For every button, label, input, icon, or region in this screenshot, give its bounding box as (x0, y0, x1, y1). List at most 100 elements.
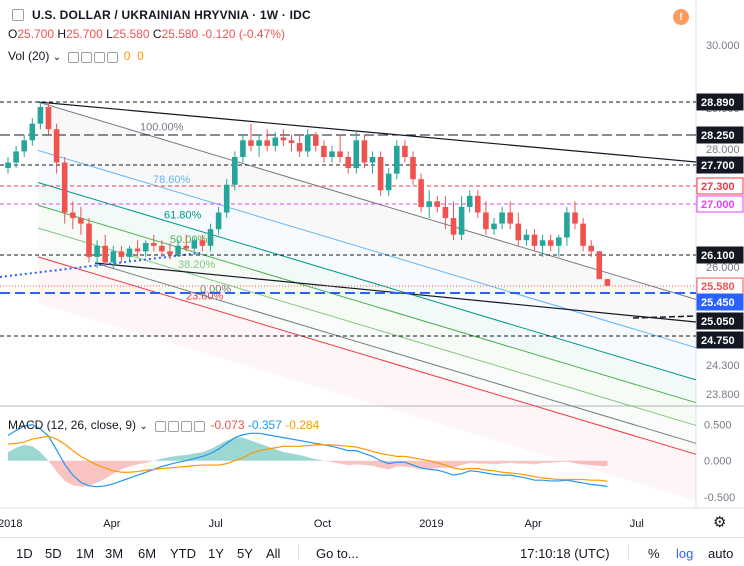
macd-tick-label: 0.500 (704, 420, 732, 432)
macd-tick-label: -0.500 (704, 492, 735, 504)
auto-toggle[interactable]: auto (708, 546, 734, 561)
candle-body (102, 245, 108, 263)
y-tick-label: 26.000 (706, 262, 740, 274)
alert-icon[interactable]: ! (673, 9, 689, 25)
candle-body (167, 251, 173, 255)
range-3m[interactable]: 3M (105, 546, 124, 561)
macd-line (7, 424, 608, 488)
ohlc-legend: O25.700 H25.700 L25.580 C25.580 -0.120 (… (8, 27, 285, 41)
candle-body (385, 173, 392, 191)
range-6m[interactable]: 6M (138, 546, 157, 561)
price-label-text: 27.300 (701, 181, 735, 193)
x-tick-label: Apr (525, 518, 542, 530)
range-5d[interactable]: 5D (45, 546, 62, 561)
candle-body (5, 162, 11, 169)
settings-icon[interactable] (81, 52, 93, 64)
source-icon[interactable] (181, 421, 193, 433)
candle-body (466, 195, 473, 207)
y-tick-label: 30.000 (706, 40, 740, 52)
y-tick-label: 24.300 (706, 360, 740, 372)
candle-body (353, 140, 360, 169)
fib-band (38, 205, 696, 426)
candle-body (191, 240, 198, 249)
candle-body (78, 218, 84, 224)
candle-body (256, 140, 262, 146)
settings-icon[interactable] (168, 421, 180, 433)
goto-button[interactable]: Go to... (316, 546, 359, 561)
price-chart[interactable]: 100.00%78.60%61.80%50.00%38.20%23.60%0.0… (0, 0, 744, 537)
toolbar-divider (298, 544, 299, 560)
y-tick-label: 23.800 (706, 389, 740, 401)
candle-body (53, 129, 60, 163)
collapse-legend-icon[interactable] (12, 9, 24, 21)
close-icon[interactable] (194, 421, 206, 433)
eye-icon[interactable] (68, 52, 80, 64)
range-1d[interactable]: 1D (16, 546, 33, 561)
fib-line (37, 182, 697, 381)
candle-body (588, 245, 594, 252)
volume-value-2: 0 (137, 49, 144, 63)
price-label-text: 24.750 (701, 335, 735, 347)
clock-display[interactable]: 17:10:18 (UTC) (520, 546, 610, 561)
candle-body (264, 140, 270, 146)
high-label: H (57, 27, 67, 41)
y-tick-label: 28.000 (706, 144, 740, 156)
range-1y[interactable]: 1Y (208, 546, 224, 561)
candle-body (507, 212, 513, 224)
fib-band (38, 228, 696, 455)
gear-icon[interactable]: ⚙ (713, 514, 727, 531)
price-label-text: 25.580 (701, 281, 735, 293)
fib-level-label: 61.80% (164, 209, 202, 221)
range-all[interactable]: All (266, 546, 281, 561)
candle-body (37, 106, 44, 124)
volume-legend: Vol (20) ⌄ 0 0 (8, 49, 144, 64)
candle-body (288, 140, 295, 144)
candle-body (564, 212, 570, 238)
fib-level-label: 78.60% (153, 174, 191, 186)
range-5y[interactable]: 5Y (237, 546, 253, 561)
price-label-text: 28.890 (701, 97, 735, 109)
x-tick-label: 2019 (419, 518, 443, 530)
price-label-box (696, 195, 744, 213)
fib-line (37, 227, 697, 426)
x-tick-label: Jul (630, 518, 644, 530)
candle-body (377, 156, 384, 191)
candle-body (70, 212, 76, 219)
candle-body (515, 223, 522, 241)
candle-body (523, 234, 530, 241)
percent-toggle[interactable]: % (648, 546, 660, 561)
candle-body (21, 140, 27, 152)
candle-body (483, 212, 489, 230)
close-icon[interactable] (107, 52, 119, 64)
eye-icon[interactable] (155, 421, 167, 433)
candle-body (596, 251, 603, 280)
chevron-down-icon[interactable]: ⌄ (52, 52, 62, 63)
candle-body (183, 245, 189, 249)
fib-level-label: 38.20% (178, 259, 216, 271)
candle-body (345, 156, 351, 169)
projection-line (632, 315, 697, 319)
price-label-text: 28.250 (701, 130, 735, 142)
volume-label: Vol (20) (8, 49, 50, 63)
candle-body (547, 240, 554, 246)
candle-body (199, 240, 206, 246)
macd-histogram-negative (8, 460, 608, 487)
price-label-box (696, 156, 744, 174)
candle-body (207, 229, 214, 246)
chevron-down-icon[interactable]: ⌄ (139, 421, 148, 432)
range-ytd[interactable]: YTD (170, 546, 196, 561)
low-label: L (106, 27, 113, 41)
candle-body (240, 140, 246, 157)
candle-body (29, 123, 36, 141)
candle-body (369, 156, 376, 163)
price-label-box (696, 93, 744, 111)
x-tick-label: Jul (209, 518, 223, 530)
range-1m[interactable]: 1M (76, 546, 95, 561)
source-icon[interactable] (94, 52, 106, 64)
fib-band (38, 150, 696, 380)
candle-body (280, 137, 287, 141)
candle-body (580, 223, 586, 246)
candle-body (45, 106, 52, 130)
log-toggle[interactable]: log (676, 546, 694, 561)
candle-body (159, 245, 165, 252)
